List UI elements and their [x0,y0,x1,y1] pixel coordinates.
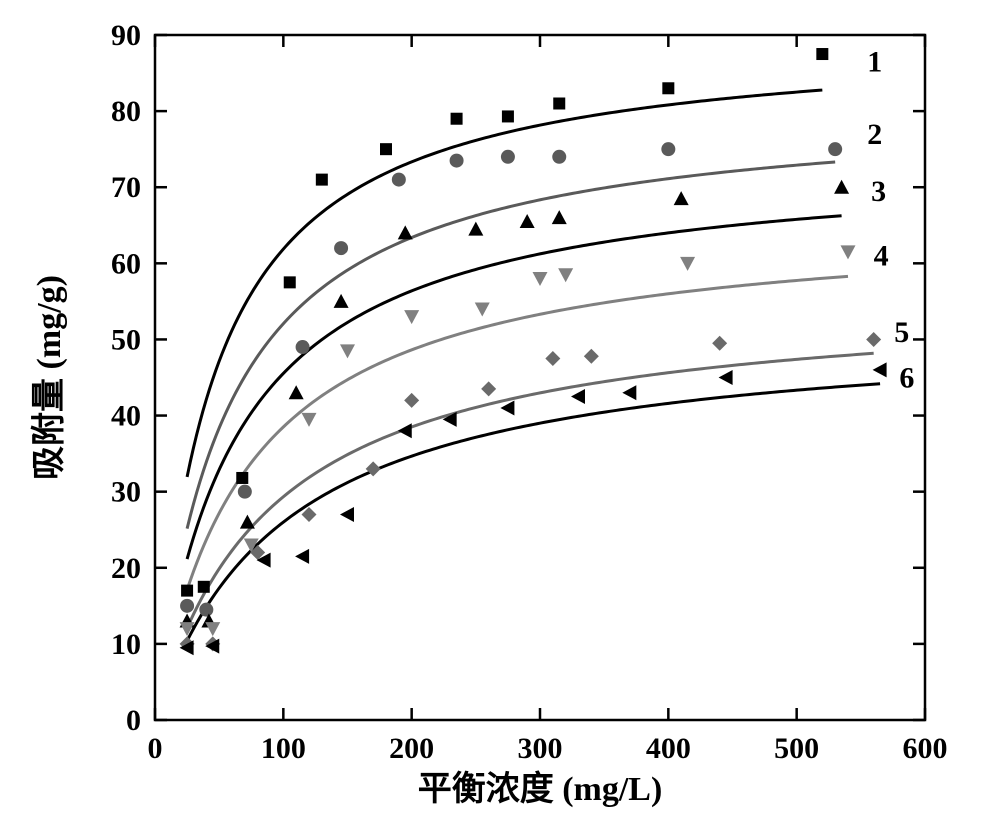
y-tick-label: 10 [111,628,141,661]
y-tick-label: 80 [111,95,141,128]
y-tick-label: 60 [111,247,141,280]
y-axis-label: 吸附量 (mg/g) [30,275,68,480]
adsorption-isotherm-chart: 0 100 200 300 400 500 600 0 10 20 30 40 50 60 70 80 90 平衡… [0,0,1000,840]
x-tick-label: 300 [518,732,563,765]
y-tick-label: 70 [111,171,141,204]
series-label-2: 2 [867,118,882,151]
series-label-5: 5 [894,316,909,349]
y-tick-label: 20 [111,552,141,585]
x-tick-label: 100 [261,732,306,765]
series-label-1: 1 [867,46,882,79]
x-axis-label: 平衡浓度 (mg/L) [418,770,663,808]
y-tick-label: 30 [111,476,141,509]
y-tick-label: 40 [111,400,141,433]
series-label-3: 3 [871,175,886,208]
x-tick-label: 400 [646,732,691,765]
series-label-4: 4 [874,240,889,273]
chart-svg: 0 100 200 300 400 500 600 0 10 20 30 40 50 60 70 80 90 平衡… [0,0,1000,840]
x-tick-label: 600 [903,732,948,765]
series-label-6: 6 [899,362,914,395]
y-tick-label: 50 [111,323,141,356]
y-tick-label: 90 [111,19,141,52]
x-tick-label: 0 [148,732,163,765]
x-tick-label: 500 [774,732,819,765]
x-tick-label: 200 [389,732,434,765]
y-tick-label: 0 [126,704,141,737]
